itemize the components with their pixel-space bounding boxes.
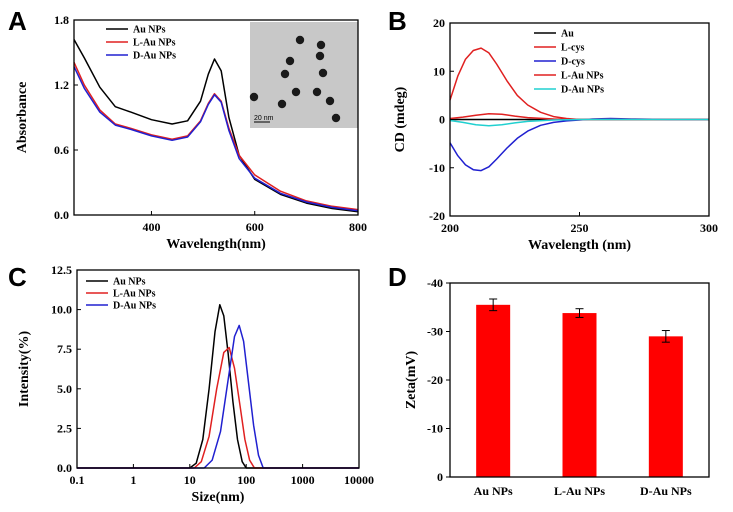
nanoparticle-dot bbox=[331, 113, 341, 123]
legend-entry: L-Au NPs bbox=[133, 38, 176, 49]
y-tick-label: 0 bbox=[437, 470, 443, 484]
panel-letter-a: A bbox=[8, 6, 27, 36]
series-line-au-nps bbox=[77, 304, 359, 469]
y-axis-label: Absorbance bbox=[15, 82, 30, 154]
y-tick-label: 5.0 bbox=[57, 382, 72, 396]
y-tick-label: -10 bbox=[429, 161, 445, 175]
x-tick-label: 800 bbox=[349, 220, 367, 234]
bar-d-au-nps bbox=[648, 336, 683, 477]
series-line-l-au-nps bbox=[77, 346, 359, 469]
x-tick-label: 1 bbox=[130, 473, 136, 487]
series-line-l-au-nps bbox=[449, 112, 709, 121]
nanoparticle-dot bbox=[280, 69, 290, 79]
series-line-au-nps bbox=[73, 39, 359, 213]
bar-l-au-nps bbox=[562, 313, 597, 477]
legend-entry: Au NPs bbox=[133, 25, 166, 36]
y-tick-label: 12.5 bbox=[51, 263, 72, 277]
series-line-d-cys bbox=[449, 117, 709, 172]
x-tick-label: 200 bbox=[441, 221, 459, 235]
y-tick-label: 7.5 bbox=[57, 342, 72, 356]
legend-entry: L-cys bbox=[561, 43, 584, 54]
x-category-label: Au NPs bbox=[474, 484, 513, 498]
legend-entry: Au bbox=[561, 29, 574, 40]
nanoparticle-dot bbox=[295, 35, 305, 45]
x-tick-label: 600 bbox=[246, 220, 264, 234]
plot-frame bbox=[73, 19, 359, 216]
series-line-d-au-nps bbox=[449, 118, 709, 127]
y-tick-label: -30 bbox=[427, 325, 443, 339]
panel-letter-b: B bbox=[388, 6, 407, 36]
inset-scale-label: 20 nm bbox=[254, 115, 274, 122]
series-line-d-au-nps bbox=[77, 324, 359, 469]
panel-b-cd-chart: B 200 250 300 -20 -10 0 10 20 Wavelength (nm) CD (… bbox=[388, 6, 718, 253]
panel-d-zeta-bar-chart: D Au NPs L-Au NPs D-Au NPs 0 -10 -20 -30 -40 Zeta… bbox=[388, 262, 710, 498]
nanoparticle-dot bbox=[318, 68, 328, 78]
y-tick-label: -10 bbox=[427, 422, 443, 436]
y-tick-label: 10.0 bbox=[51, 303, 72, 317]
nanoparticle-dot bbox=[315, 51, 325, 61]
x-axis-label: Wavelength(nm) bbox=[166, 237, 266, 252]
x-tick-label: 400 bbox=[142, 220, 160, 234]
y-tick-label: 20 bbox=[433, 16, 445, 30]
legend-entry: Au NPs bbox=[113, 277, 146, 288]
legend-entry: D-Au NPs bbox=[133, 51, 176, 62]
y-tick-label: -40 bbox=[427, 276, 443, 290]
y-tick-label: 2.5 bbox=[57, 421, 72, 435]
x-tick-label: 0.1 bbox=[70, 473, 85, 487]
nanoparticle-dot bbox=[312, 87, 322, 97]
legend-entry: D-cys bbox=[561, 57, 585, 68]
legend-entry: L-Au NPs bbox=[113, 289, 156, 300]
nanoparticle-dot bbox=[249, 92, 259, 102]
x-tick-label: 300 bbox=[700, 221, 718, 235]
nanoparticle-dot bbox=[285, 56, 295, 66]
y-axis-label: Intensity(%) bbox=[17, 331, 32, 408]
y-tick-label: 10 bbox=[433, 64, 445, 78]
series-line-d-au-nps bbox=[73, 66, 359, 212]
x-category-label: D-Au NPs bbox=[640, 484, 692, 498]
x-axis-label: Wavelength (nm) bbox=[528, 238, 631, 253]
nanoparticle-dot bbox=[277, 99, 287, 109]
panel-letter-c: C bbox=[8, 262, 27, 292]
tem-inset-image bbox=[250, 22, 358, 128]
y-tick-label: 1.2 bbox=[54, 78, 69, 92]
y-axis-label: Zeta(mV) bbox=[404, 351, 419, 410]
x-axis-label: Size(nm) bbox=[192, 490, 245, 505]
x-tick-label: 100 bbox=[237, 473, 255, 487]
x-tick-label: 10000 bbox=[344, 473, 374, 487]
bar-au-nps bbox=[476, 304, 511, 477]
panel-letter-d: D bbox=[388, 262, 407, 292]
y-tick-label: 0 bbox=[439, 113, 445, 127]
y-tick-label: 0.0 bbox=[57, 461, 72, 475]
nanoparticle-dot bbox=[325, 96, 335, 106]
y-tick-label: -20 bbox=[427, 373, 443, 387]
panel-a-absorbance-chart: A 20 nm 400 600 800 0.0 0.6 1.2 1.8 Wavelength(nm… bbox=[8, 6, 367, 252]
x-tick-label: 250 bbox=[571, 221, 589, 235]
y-axis-label: CD (mdeg) bbox=[393, 86, 408, 152]
nanoparticle-dot bbox=[316, 40, 326, 50]
x-category-label: L-Au NPs bbox=[554, 484, 605, 498]
x-tick-label: 10 bbox=[184, 473, 196, 487]
y-tick-label: 0.0 bbox=[54, 208, 69, 222]
x-tick-label: 1000 bbox=[291, 473, 315, 487]
y-tick-label: -20 bbox=[429, 209, 445, 223]
plot-frame bbox=[76, 269, 360, 469]
legend-entry: D-Au NPs bbox=[113, 301, 156, 312]
legend-entry: L-Au NPs bbox=[561, 71, 604, 82]
panel-c-size-distribution-chart: C 0.1 1 10 100 1000 10000 0.0 2.5 5.0 7.5 10.0 12.5 S… bbox=[8, 262, 374, 505]
nanoparticle-dot bbox=[291, 87, 301, 97]
legend-entry: D-Au NPs bbox=[561, 85, 604, 96]
y-tick-label: 0.6 bbox=[54, 143, 69, 157]
y-tick-label: 1.8 bbox=[54, 13, 69, 27]
